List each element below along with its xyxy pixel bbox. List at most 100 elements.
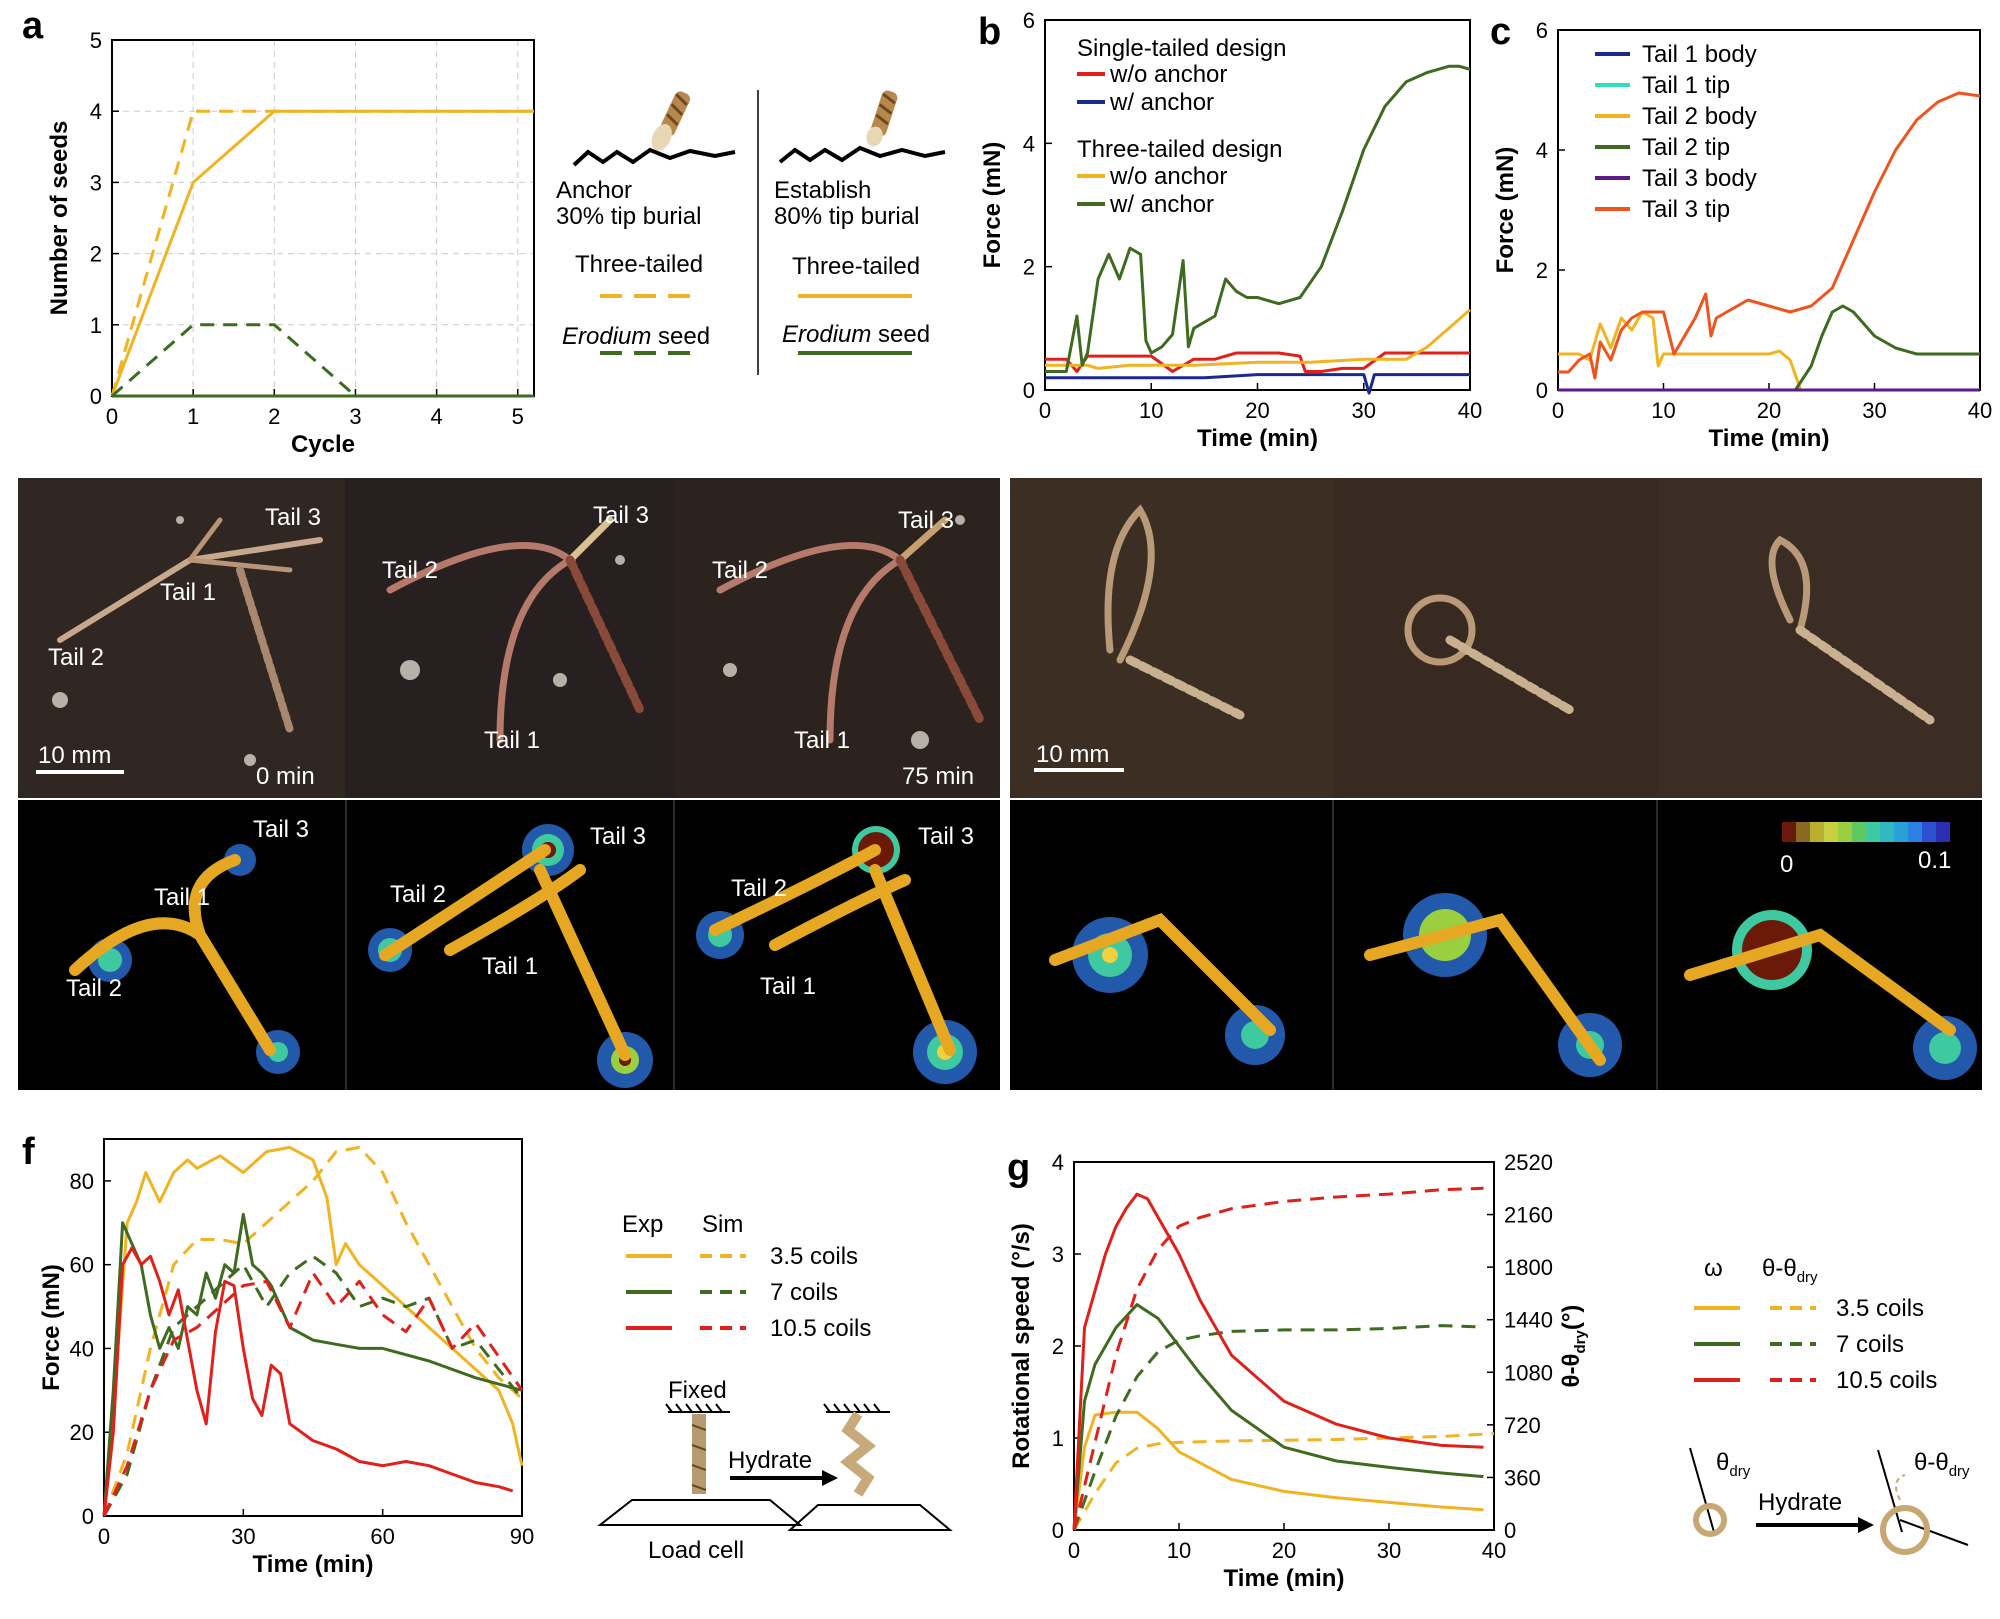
f-xtick-label: 30 bbox=[231, 1524, 255, 1549]
b-xtick-label: 40 bbox=[1458, 398, 1482, 423]
d2-tail3: Tail 3 bbox=[593, 502, 649, 529]
b-plot-frame bbox=[1044, 19, 1471, 391]
a-xtick-label: 4 bbox=[430, 404, 442, 429]
d5-tail2: Tail 2 bbox=[390, 881, 446, 908]
panel-label-c: c bbox=[1490, 11, 1511, 53]
chart-c: 0 10 20 30 40 0 2 4 6 Time (min) Force (mN) bbox=[1492, 18, 1992, 452]
e-sim-seeds bbox=[1049, 913, 1956, 1066]
b-ytick-label: 0 bbox=[1023, 378, 1035, 403]
legend-b-wo-2: w/o anchor bbox=[1109, 163, 1227, 190]
a-ytick-label: 1 bbox=[90, 313, 102, 338]
c-xtick-label: 10 bbox=[1651, 398, 1675, 423]
panel-label-b: b bbox=[978, 11, 1001, 53]
d4-tail1: Tail 1 bbox=[154, 884, 210, 911]
b-xlabel: Time (min) bbox=[1197, 425, 1318, 452]
g-ytick-label: 2 bbox=[1052, 1334, 1064, 1359]
legend-f-loadcell: Load cell bbox=[648, 1537, 744, 1564]
panel-e: 10 mm bbox=[1010, 478, 1982, 1090]
e-photo-seeds bbox=[1104, 504, 1935, 725]
f-ytick-label: 80 bbox=[70, 1169, 94, 1194]
b-xtick-label: 10 bbox=[1139, 398, 1163, 423]
c-xtick-label: 0 bbox=[1552, 398, 1564, 423]
legend-a: Anchor 30% tip burial Three-tailed Erodi… bbox=[556, 90, 946, 375]
hydrated-seed-icon bbox=[839, 1411, 877, 1497]
f-series-10-5-coils-dashed bbox=[102, 1271, 524, 1517]
a-ytick-label: 4 bbox=[90, 99, 102, 124]
establish-erodium: Erodium seed bbox=[782, 321, 930, 348]
legend-f-label: 10.5 coils bbox=[770, 1315, 871, 1342]
f-series-10-5-coils bbox=[102, 1246, 514, 1517]
g-xlabel: Time (min) bbox=[1224, 1565, 1345, 1592]
legend-f: Exp Sim 3.5 coils 7 coils 10.5 coils Fixed… bbox=[597, 1211, 953, 1564]
legend-c-label: Tail 2 tip bbox=[1642, 134, 1730, 161]
chart-g: 0 10 20 30 400123403607201080144018002160252… bbox=[1008, 1150, 1589, 1592]
legend-f-label: 3.5 coils bbox=[770, 1243, 858, 1270]
legend-f-label: 7 coils bbox=[770, 1279, 838, 1306]
chart-b: 0 10 20 30 40 0 2 4 6 Time (min) Force (mN) bbox=[979, 8, 1482, 452]
g-ytick-label: 3 bbox=[1052, 1242, 1064, 1267]
e-photo-1 bbox=[1010, 478, 1333, 798]
legend-g-theta-diff: θ-θdry bbox=[1914, 1449, 1970, 1480]
a-ytick-label: 3 bbox=[90, 170, 102, 195]
d-soil-speckles bbox=[52, 515, 965, 766]
g-series-10-5-coils-dashed bbox=[1072, 1186, 1484, 1531]
d1-tail2: Tail 2 bbox=[48, 644, 104, 671]
d-sim-strip bbox=[18, 800, 1000, 1090]
wet-seed-icon bbox=[1880, 1505, 1930, 1555]
legend-g-rows: 3.5 coils 7 coils 10.5 coils bbox=[1694, 1295, 1937, 1394]
d-scale-label: 10 mm bbox=[38, 742, 111, 769]
f-ytick-label: 60 bbox=[70, 1253, 94, 1278]
d-photo-seeds bbox=[57, 516, 985, 744]
anchor-erodium: Erodium seed bbox=[562, 323, 710, 350]
legend-f-rows: 3.5 coils 7 coils 10.5 coils bbox=[626, 1243, 871, 1342]
d1-tail3: Tail 3 bbox=[265, 504, 321, 531]
g-xtick-label: 30 bbox=[1377, 1538, 1401, 1563]
f-plot-frame bbox=[103, 1138, 523, 1517]
legend-f-sim: Sim bbox=[702, 1211, 743, 1238]
d6-tail3: Tail 3 bbox=[918, 823, 974, 850]
establish-sub: 80% tip burial bbox=[774, 203, 919, 230]
g-ylabel: Rotational speed (°/s) bbox=[1008, 1223, 1035, 1469]
c-xtick-label: 30 bbox=[1862, 398, 1886, 423]
b-xtick-label: 30 bbox=[1352, 398, 1376, 423]
e-photo-3 bbox=[1658, 478, 1982, 798]
f-ylabel: Force (mN) bbox=[38, 1264, 65, 1391]
a-xtick-label: 5 bbox=[512, 404, 524, 429]
f-xlabel: Time (min) bbox=[253, 1551, 374, 1578]
b-xtick-label: 20 bbox=[1245, 398, 1269, 423]
e-scale-label: 10 mm bbox=[1036, 741, 1109, 768]
f-series-7-coils bbox=[102, 1212, 523, 1517]
c-ylabel: Force (mN) bbox=[1492, 147, 1519, 274]
c-series-tail-2-body bbox=[1558, 310, 1803, 391]
hydrate-arrow-icon-g bbox=[1858, 1517, 1874, 1533]
legend-g-hydrate: Hydrate bbox=[1758, 1489, 1842, 1516]
b-xtick-label: 0 bbox=[1039, 398, 1051, 423]
d2-tail1: Tail 1 bbox=[484, 727, 540, 754]
f-ytick-label: 0 bbox=[82, 1504, 94, 1529]
g-ytick-label: 1 bbox=[1052, 1426, 1064, 1451]
g-ytick-label: 4 bbox=[1052, 1150, 1064, 1175]
legend-b-wo-1: w/o anchor bbox=[1109, 61, 1227, 88]
legend-b-single: Single-tailed design bbox=[1077, 35, 1286, 62]
legend-b: Single-tailed design w/o anchor w/ ancho… bbox=[1077, 35, 1286, 218]
c-series-tail-3-tip bbox=[1558, 91, 1981, 380]
g-y2tick-label: 1080 bbox=[1504, 1360, 1553, 1385]
legend-f-fixed: Fixed bbox=[668, 1377, 727, 1404]
c-series-tail-2-tip bbox=[1794, 304, 1980, 391]
g-plot-frame bbox=[1073, 1161, 1495, 1531]
d3-tail3: Tail 3 bbox=[898, 507, 954, 534]
a-xtick-label: 2 bbox=[268, 404, 280, 429]
legend-g-theta: θ-θdry bbox=[1762, 1255, 1818, 1286]
b-series-three-tailed-w-anchor bbox=[1045, 64, 1471, 373]
panel-d: Tail 3 Tail 1 Tail 2 10 mm 0 min Tail 3 … bbox=[18, 478, 1000, 1090]
g-xtick-label: 40 bbox=[1482, 1538, 1506, 1563]
legend-g-theta-dry: θdry bbox=[1716, 1449, 1751, 1480]
anchor-seed-icon bbox=[651, 91, 690, 151]
a-plot-frame bbox=[111, 39, 535, 397]
f-xtick-label: 90 bbox=[510, 1524, 534, 1549]
c-ytick-label: 2 bbox=[1536, 258, 1548, 283]
d-photo-3 bbox=[674, 478, 1000, 798]
legend-g-label: 3.5 coils bbox=[1836, 1295, 1924, 1322]
load-cell-plate-1 bbox=[597, 1499, 803, 1526]
chart-f: 0 30 60 90 0 20 40 60 80 Time (min) Force (mN) bbox=[38, 1138, 534, 1578]
